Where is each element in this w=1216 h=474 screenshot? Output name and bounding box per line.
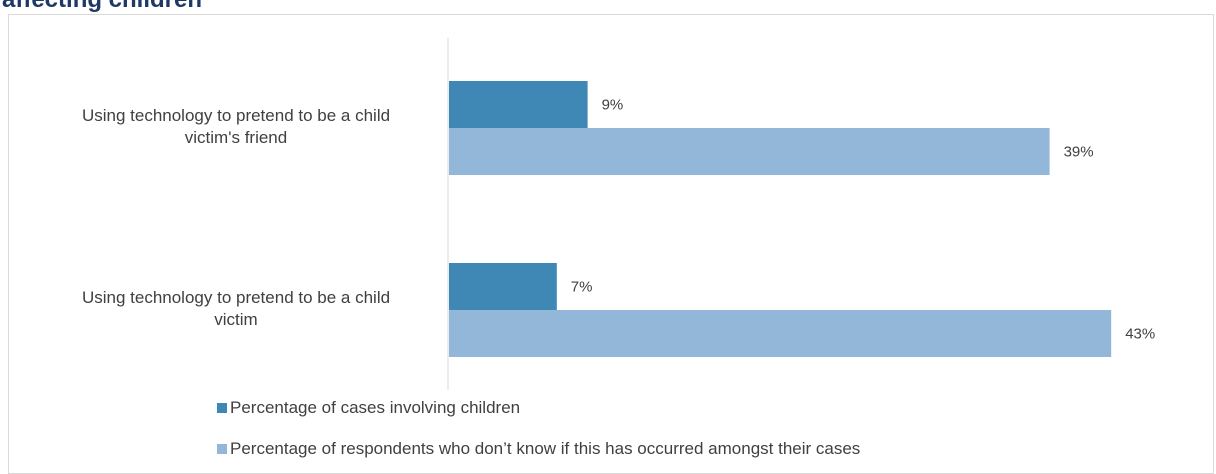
legend-swatch-cases (217, 403, 227, 413)
legend-label-cases: Percentage of cases involving children (230, 398, 521, 417)
category-label-0: Using technology to pretend to be a chil… (82, 106, 390, 147)
data-label-dont-know-0: 39% (1064, 144, 1094, 161)
bar-cases-0 (449, 81, 588, 128)
legend-label-dont-know: Percentage of respondents who don’t know… (230, 439, 861, 458)
data-label-cases-1: 7% (571, 279, 593, 296)
category-label-1: Using technology to pretend to be a chil… (82, 288, 390, 329)
data-label-dont-know-1: 43% (1125, 326, 1155, 343)
legend-swatch-dont-know (217, 444, 227, 454)
legend-item-cases: Percentage of cases involving children (217, 398, 520, 418)
bar-cases-1 (449, 263, 557, 310)
data-label-cases-0: 9% (602, 97, 624, 114)
chart-title: affecting children (2, 0, 202, 14)
bar-dont-know-1 (449, 310, 1112, 357)
bar-dont-know-0 (449, 128, 1050, 175)
legend-item-dont-know: Percentage of respondents who don’t know… (217, 439, 860, 459)
